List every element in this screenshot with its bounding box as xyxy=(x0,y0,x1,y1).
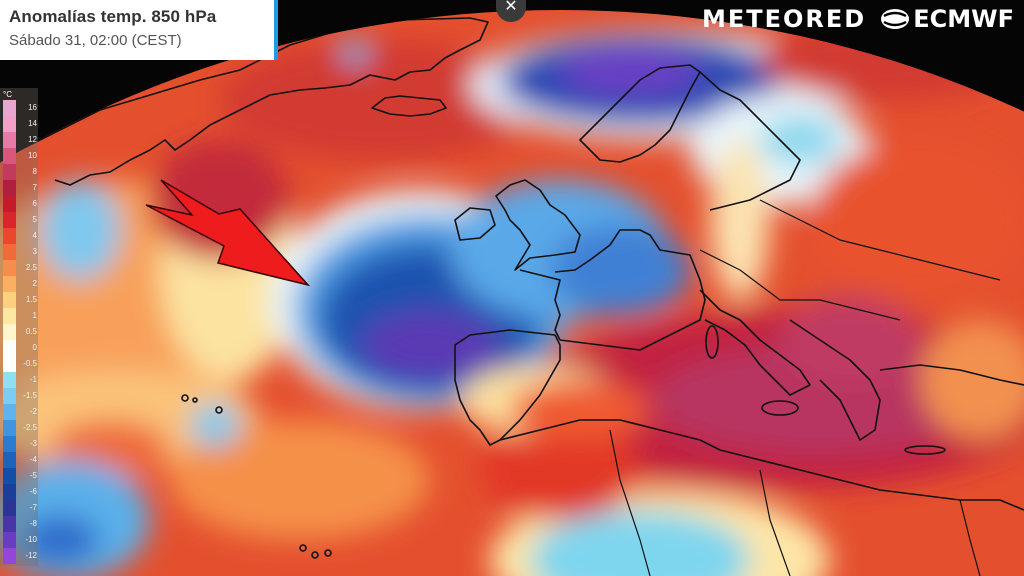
legend-swatch xyxy=(3,404,16,420)
red-arrow-annotation xyxy=(145,179,311,287)
legend-swatch xyxy=(3,484,16,500)
legend-swatch xyxy=(3,436,16,452)
map-title-panel: Anomalías temp. 850 hPa Sábado 31, 02:00… xyxy=(0,0,278,60)
ecmwf-text: ECMWF xyxy=(913,5,1014,33)
legend-label: 0 xyxy=(32,343,37,352)
legend-label: 5 xyxy=(32,215,37,224)
legend-swatch xyxy=(3,276,16,292)
legend-label: -8 xyxy=(29,519,37,528)
ecmwf-logo: ECMWF xyxy=(880,5,1014,33)
legend-swatch xyxy=(3,292,16,308)
legend-label: -1 xyxy=(29,375,37,384)
map-title: Anomalías temp. 850 hPa xyxy=(9,7,217,26)
legend-swatch xyxy=(3,308,16,324)
legend-label: -3 xyxy=(29,439,37,448)
legend-swatch xyxy=(3,500,16,516)
legend-label: -2.5 xyxy=(23,423,37,432)
legend-swatch xyxy=(3,372,16,388)
legend-label: 3 xyxy=(32,247,37,256)
legend-label: -10 xyxy=(25,535,37,544)
legend-label: 14 xyxy=(28,119,37,128)
legend-swatch xyxy=(3,196,16,212)
legend-swatch xyxy=(3,356,16,372)
legend-label: 16 xyxy=(28,103,37,112)
legend-swatch xyxy=(3,100,16,116)
color-scale-legend: °C 16 14 12 10 8 7 6 5 4 3 2.5 2 1.5 1 0.5 0 -0.5 -1 -1.5 -… xyxy=(0,88,38,566)
legend-swatch xyxy=(3,468,16,484)
ecmwf-emblem-icon xyxy=(881,9,910,29)
legend-swatch xyxy=(3,116,16,132)
legend-label: -7 xyxy=(29,503,37,512)
legend-label: -2 xyxy=(29,407,37,416)
legend-label: 1.5 xyxy=(25,295,37,304)
legend-label: 10 xyxy=(28,151,37,160)
legend-label: -12 xyxy=(25,551,37,560)
legend-label: 12 xyxy=(28,135,37,144)
legend-swatch xyxy=(3,340,16,356)
legend-label: 7 xyxy=(32,183,37,192)
legend-label: -5 xyxy=(29,471,37,480)
legend-swatch xyxy=(3,516,16,532)
legend-swatch xyxy=(3,132,16,148)
legend-swatch xyxy=(3,548,16,564)
legend-label: -6 xyxy=(29,487,37,496)
legend-label: -1.5 xyxy=(23,391,37,400)
legend-swatch xyxy=(3,532,16,548)
legend-label: 2.5 xyxy=(25,263,37,272)
legend-swatch xyxy=(3,212,16,228)
legend-swatch xyxy=(3,324,16,340)
legend-swatch xyxy=(3,420,16,436)
legend-label: 8 xyxy=(32,167,37,176)
legend-label: 0.5 xyxy=(25,327,37,336)
legend-label: 4 xyxy=(32,231,37,240)
legend-swatch xyxy=(3,260,16,276)
legend-swatch xyxy=(3,164,16,180)
legend-label: -4 xyxy=(29,455,37,464)
legend-swatch xyxy=(3,180,16,196)
legend-swatch xyxy=(3,452,16,468)
legend-unit: °C xyxy=(3,90,12,99)
brand-logos: METEORED ECMWF xyxy=(702,5,1014,33)
legend-swatch xyxy=(3,244,16,260)
legend-label: 1 xyxy=(32,311,37,320)
legend-swatch xyxy=(3,228,16,244)
close-button[interactable]: ✕ xyxy=(496,0,526,22)
close-icon: ✕ xyxy=(504,0,518,15)
legend-label: 6 xyxy=(32,199,37,208)
map-timestamp: Sábado 31, 02:00 (CEST) xyxy=(9,32,182,49)
legend-label: -0.5 xyxy=(23,359,37,368)
legend-swatch xyxy=(3,148,16,164)
legend-label: 2 xyxy=(32,279,37,288)
legend-swatch xyxy=(3,388,16,404)
meteored-logo: METEORED xyxy=(701,5,867,33)
